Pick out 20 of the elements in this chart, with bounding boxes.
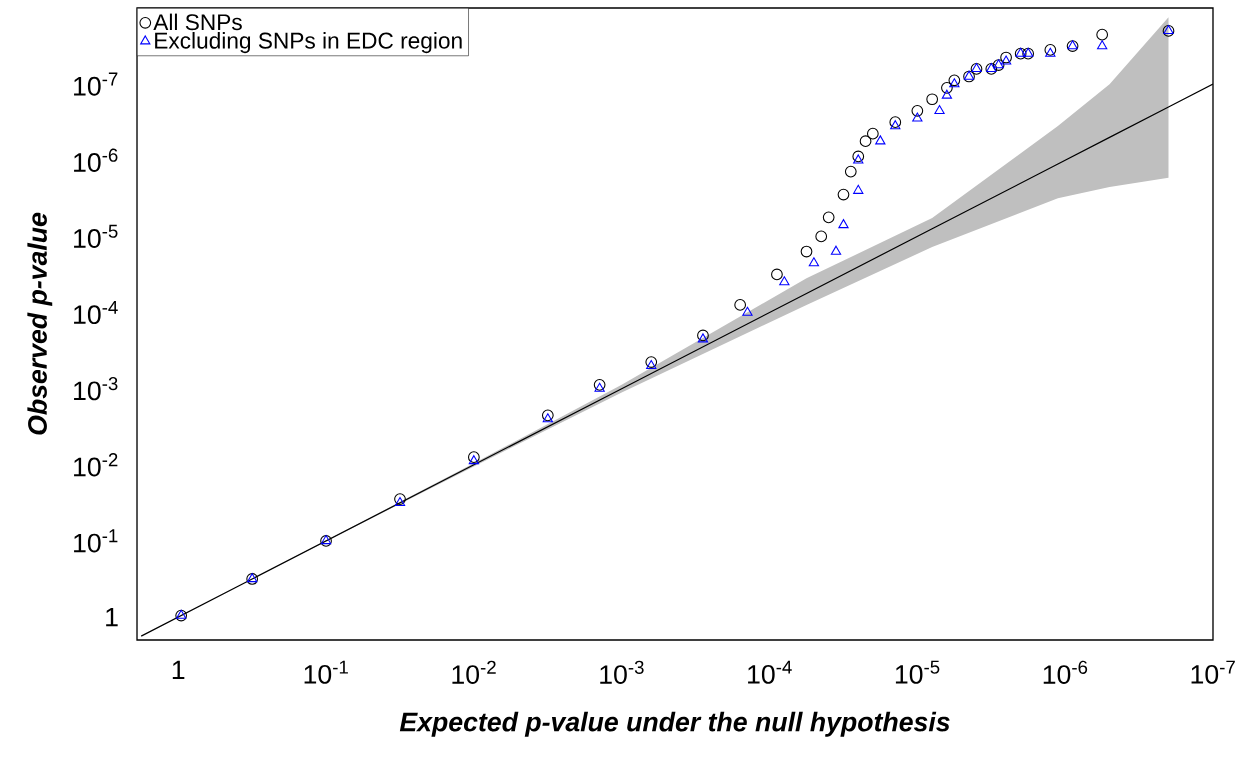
y-tick-label: 10$^{-2}$ — [74, 453, 118, 477]
x-tick-label: 10$^{-1}$ — [304, 660, 348, 684]
x-tick-label: 10$^{-7}$ — [1191, 660, 1235, 684]
x-tick-label: 10$^{-3}$ — [600, 660, 644, 685]
y-axis-title: Observed p-value — [27, 212, 53, 435]
y-tick-label: 10$^{-7}$ — [74, 72, 118, 96]
y-tick-label: 10$^{-1}$ — [74, 529, 118, 553]
x-tick-label: 1 — [172, 660, 185, 680]
legend-label: All SNPs — [153, 13, 242, 31]
y-tick-label: 10$^{-4}$ — [74, 300, 118, 325]
y-tick-label: 10$^{-5}$ — [74, 224, 118, 248]
x-tick-label: 10$^{-5}$ — [895, 660, 940, 684]
y-tick-label: 10$^{-6}$ — [74, 148, 118, 172]
x-tick-label: 10$^{-6}$ — [1043, 660, 1088, 685]
x-tick-label: 10$^{-4}$ — [748, 660, 792, 684]
legend-label: Excluding SNPs in EDC region — [155, 32, 462, 54]
y-tick-label: 10$^{-3}$ — [74, 376, 118, 401]
y-tick-label: 1 — [106, 607, 118, 627]
x-axis-title: Expected p-value under the null hypothesis — [399, 711, 950, 737]
x-tick-label: 10$^{-2}$ — [452, 660, 496, 685]
